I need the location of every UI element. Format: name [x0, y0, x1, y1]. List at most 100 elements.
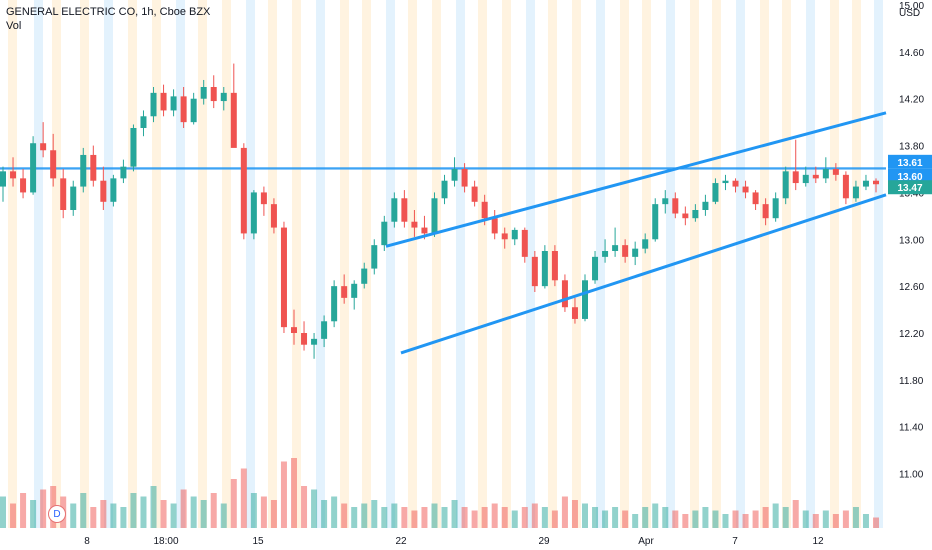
candle-body: [722, 180, 729, 184]
volume-bar: [250, 493, 257, 528]
volume-bar: [90, 507, 97, 528]
candle-body: [130, 128, 137, 167]
candle-body: [873, 180, 879, 185]
candle-body: [170, 96, 177, 111]
price-label-text: 13.61: [897, 158, 922, 169]
candle-body: [421, 227, 428, 234]
volume-bar: [692, 510, 699, 528]
candle-body: [682, 213, 689, 219]
volume-bar: [30, 500, 37, 528]
chart-header: GENERAL ELECTRIC CO, 1h, Cboe BZX Vol: [6, 5, 210, 33]
volume-bar: [150, 486, 157, 528]
x-tick-label: 29: [538, 536, 550, 547]
candle-body: [612, 245, 619, 251]
session-shade: [874, 0, 883, 528]
session-shade: [222, 0, 231, 528]
x-tick-label: 8: [84, 536, 90, 547]
price-label-text: 13.60: [897, 172, 922, 183]
volume-bar: [451, 500, 458, 528]
volume-bar: [812, 514, 819, 528]
candle-body: [331, 286, 338, 322]
session-shade: [34, 0, 43, 528]
candle-body: [822, 169, 829, 179]
candle-body: [40, 143, 47, 151]
volume-bar: [371, 500, 378, 528]
volume-bar: [391, 503, 398, 528]
candle-body: [90, 154, 97, 181]
volume-bar: [662, 507, 669, 528]
dividend-badge[interactable]: D: [48, 505, 66, 523]
candle-body: [321, 321, 328, 339]
candle-body: [842, 174, 849, 199]
candle-body: [230, 92, 237, 148]
session-shade: [712, 0, 721, 528]
session-shade: [292, 0, 301, 528]
session-shade: [386, 0, 395, 528]
volume-bar: [873, 517, 879, 528]
volume-bar: [561, 496, 568, 528]
session-shade: [782, 0, 791, 528]
volume-bar: [752, 510, 759, 528]
volume-bar: [170, 503, 177, 528]
channel-lower-trendline: [400, 193, 887, 355]
y-tick-label: 11.80: [899, 376, 924, 387]
volume-bar: [110, 503, 117, 528]
candle-body: [0, 171, 6, 187]
session-shade: [408, 0, 417, 528]
y-tick-label: 11.40: [899, 423, 924, 434]
volume-bar: [291, 458, 297, 528]
candle-body: [531, 256, 538, 287]
volume-bar: [10, 503, 17, 528]
candle-body: [401, 198, 408, 222]
candle-body: [280, 227, 287, 328]
session-shade: [690, 0, 699, 528]
candle-body: [782, 171, 789, 199]
candle-body: [451, 169, 458, 181]
candle-body: [140, 116, 147, 128]
session-shade: [246, 0, 255, 528]
candle-body: [311, 338, 318, 345]
candle-body: [481, 201, 488, 219]
volume-bar: [210, 493, 217, 528]
volume-bar: [481, 507, 488, 528]
volume-bar: [270, 500, 277, 528]
candle-body: [832, 169, 839, 175]
session-shade: [198, 0, 207, 528]
volume-bar: [531, 503, 538, 528]
candle-body: [471, 186, 478, 202]
volume-bar: [401, 507, 408, 528]
volume-bar: [411, 510, 418, 528]
candle-body: [571, 307, 578, 319]
symbol-title: GENERAL ELECTRIC CO, 1h, Cboe BZX: [6, 6, 211, 18]
candle-body: [30, 143, 37, 193]
candle-body: [431, 198, 438, 234]
session-shade: [8, 0, 17, 528]
candle-body: [411, 221, 418, 228]
volume-bar: [351, 507, 358, 528]
candle-body: [301, 333, 308, 345]
volume-bar: [441, 507, 448, 528]
volume-bar: [822, 510, 829, 528]
price-label-text: 13.47: [897, 183, 922, 194]
volume-bar: [632, 514, 639, 528]
candle-body: [190, 98, 197, 123]
candle-body: [632, 248, 639, 257]
volume-bar: [200, 500, 207, 528]
volume-bar: [652, 503, 659, 528]
candle-body: [752, 192, 759, 205]
volume-bar: [682, 514, 689, 528]
candle-body: [240, 147, 247, 234]
session-shade: [620, 0, 629, 528]
candle-body: [20, 178, 27, 193]
candle-body: [291, 327, 297, 333]
candle-body: [521, 229, 528, 257]
volume-bar: [732, 510, 739, 528]
candle-body: [772, 198, 779, 219]
volume-bar: [612, 507, 619, 528]
candle-body: [551, 251, 558, 281]
volume-bar: [511, 510, 518, 528]
y-tick-label: 11.00: [899, 470, 924, 481]
volume-bar: [852, 507, 859, 528]
